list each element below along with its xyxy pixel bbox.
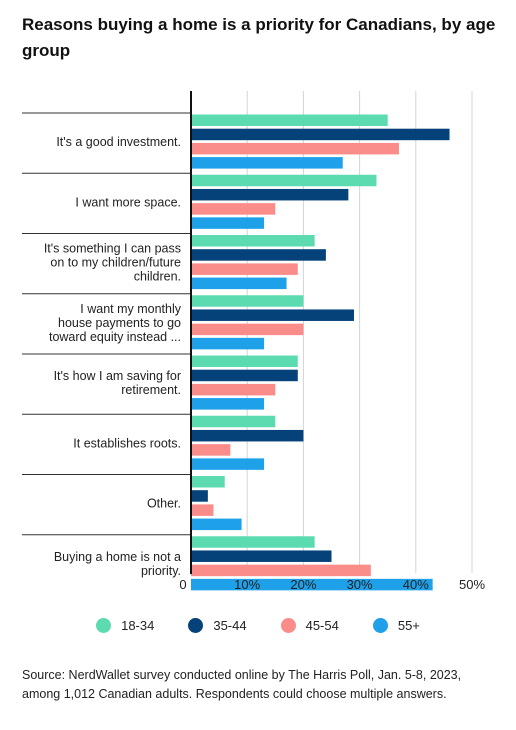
category-label-line: I want my monthly — [80, 302, 181, 316]
x-tick-label: 50% — [459, 577, 485, 592]
bar-18-34 — [191, 235, 315, 247]
category-label-line: It's how I am saving for — [54, 369, 181, 383]
category-label: It's how I am saving for retirement. — [54, 369, 181, 397]
bar-18-34 — [191, 295, 304, 307]
category-label: Buying a home is not a priority. — [54, 550, 181, 578]
bar-55+ — [191, 398, 265, 410]
legend-swatch — [96, 617, 112, 633]
bar-35-44 — [191, 309, 354, 321]
legend-label: 45-54 — [305, 617, 339, 633]
bar-35-44 — [191, 550, 332, 562]
bar-chart: It's a good investment. I want more space… — [22, 91, 485, 592]
bar-35-44 — [191, 429, 304, 442]
bar-18-34 — [191, 114, 388, 126]
legend-label: 55+ — [397, 617, 420, 633]
bar-55+ — [191, 277, 287, 290]
legend-item: 18-34 — [96, 614, 154, 636]
category-label-line: It establishes roots. — [73, 436, 181, 450]
bar-35-44 — [191, 490, 208, 502]
bar-45-54 — [191, 504, 214, 516]
bar-35-44 — [191, 128, 450, 141]
legend-item: 55+ — [372, 614, 420, 636]
bar-55+ — [191, 518, 242, 531]
bar-35-44 — [191, 249, 326, 261]
category-label: Other. — [147, 497, 181, 511]
category-label: It's something I can pass on to my childr… — [44, 242, 181, 284]
legend-label: 18-34 — [121, 617, 155, 633]
bar-18-34 — [191, 174, 377, 187]
legend-label: 35-44 — [213, 617, 247, 633]
bar-45-54 — [191, 383, 276, 396]
chart-title: Reasons buying a home is a priority for … — [22, 15, 496, 60]
bar-45-54 — [191, 203, 276, 215]
chart-legend: 18-34 35-44 45-54 55+ — [0, 614, 516, 636]
bar-18-34 — [191, 476, 225, 488]
x-tick-label: 40% — [403, 577, 429, 592]
bar-45-54 — [191, 323, 304, 336]
bar-45-54 — [191, 444, 231, 456]
bar-45-54 — [191, 142, 399, 155]
bar-18-34 — [191, 415, 276, 428]
category-label-line: It's a good investment. — [56, 135, 181, 149]
category-label: I want my monthly house payments to go tow… — [49, 302, 182, 344]
x-tick-label: 10% — [234, 577, 260, 592]
legend-item: 35-44 — [188, 614, 247, 636]
legend-swatch — [280, 617, 296, 633]
category-label: It's a good investment. — [56, 135, 181, 149]
category-label-line: Buying a home is not a — [54, 550, 181, 564]
x-tick-label: 0 — [179, 577, 186, 592]
legend-swatch — [372, 617, 388, 633]
category-label-line: It's something I can pass — [44, 242, 181, 256]
x-tick-label: 30% — [347, 577, 373, 592]
legend-swatch — [188, 617, 204, 633]
bar-55+ — [191, 458, 265, 470]
x-tick-label: 20% — [290, 577, 316, 592]
category-label: I want more space. — [75, 195, 181, 209]
source-note: Source: NerdWallet survey conducted onli… — [22, 668, 462, 701]
legend-item: 45-54 — [280, 614, 339, 636]
category-label-line: I want more space. — [75, 195, 181, 209]
category-label-line: Other. — [147, 497, 181, 511]
bar-55+ — [191, 217, 265, 229]
category-label-line: on to my children/future — [50, 256, 181, 270]
bar-55+ — [191, 337, 265, 350]
category-label-line: priority. — [141, 564, 181, 578]
category-label-line: retirement. — [121, 383, 181, 397]
bar-35-44 — [191, 369, 298, 382]
bar-18-34 — [191, 536, 315, 548]
bar-35-44 — [191, 188, 349, 201]
bar-55+ — [191, 578, 433, 591]
category-label-line: children. — [134, 270, 181, 284]
category-label: It establishes roots. — [73, 436, 181, 450]
bar-55+ — [191, 157, 343, 169]
bar-18-34 — [191, 355, 298, 367]
bar-45-54 — [191, 564, 371, 577]
category-label-line: toward equity instead ... — [49, 330, 181, 344]
category-label-line: house payments to go — [58, 316, 181, 330]
bar-45-54 — [191, 263, 298, 275]
